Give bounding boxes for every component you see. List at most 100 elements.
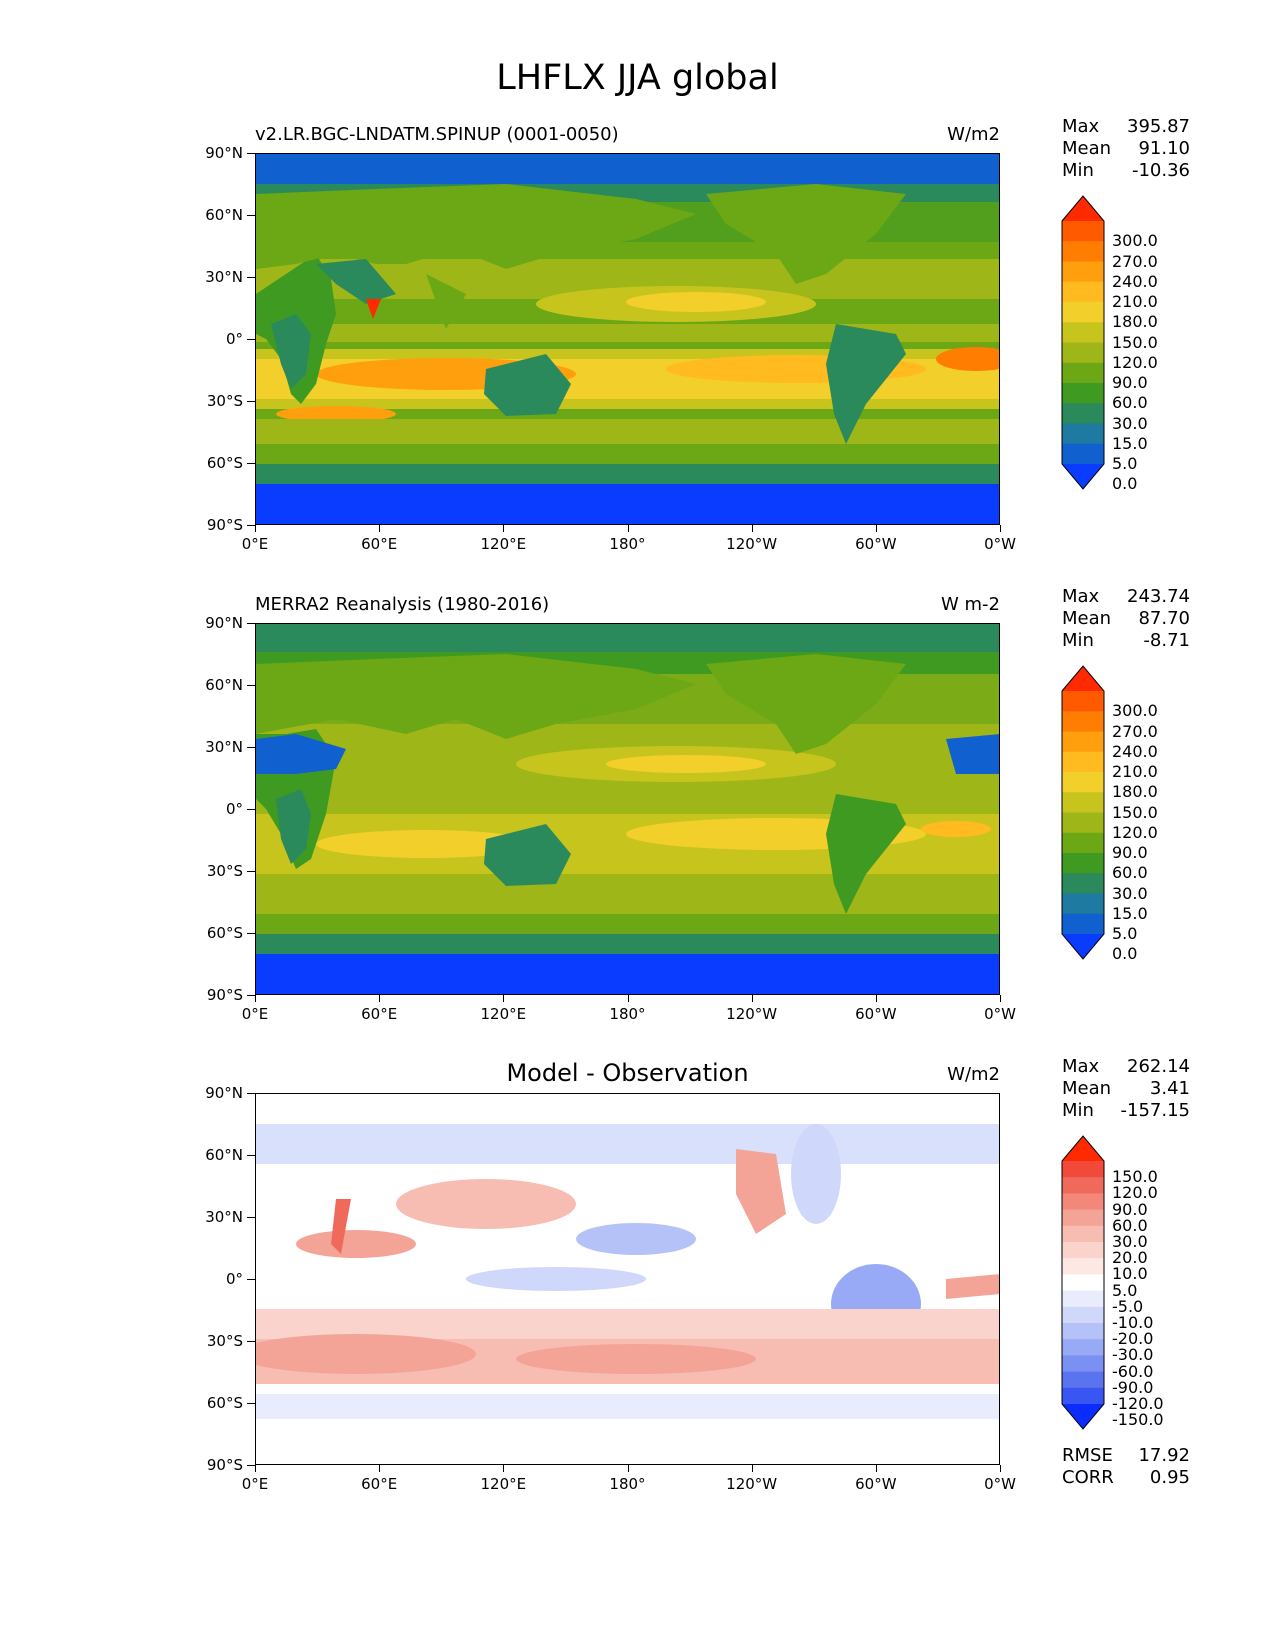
lat-tick-mark xyxy=(247,1403,255,1404)
map-model xyxy=(255,153,1000,525)
stat-value: -8.71 xyxy=(1143,630,1190,651)
colorbar-segment xyxy=(1062,241,1104,262)
lat-tick-mark xyxy=(247,933,255,934)
map-observation xyxy=(255,623,1000,995)
map-field xyxy=(256,1094,999,1464)
colorbar-tick-label: 60.0 xyxy=(1112,1215,1148,1235)
colorbar-tick-label: 0.0 xyxy=(1112,474,1138,494)
lat-tick-label: 30°N xyxy=(205,738,243,756)
lat-tick-mark xyxy=(247,1341,255,1342)
colorbar xyxy=(1061,665,1105,960)
lat-tick-label: 60°N xyxy=(205,676,243,694)
lon-tick-mark xyxy=(255,525,256,532)
colorbar-tick-label: -20.0 xyxy=(1112,1329,1154,1349)
colorbar-tick-label: 300.0 xyxy=(1112,231,1158,251)
panel-units: W/m2 xyxy=(947,1064,1000,1085)
colorbar-tick-label: 270.0 xyxy=(1112,251,1158,271)
lon-tick-mark xyxy=(875,995,877,1002)
colorbar-segment xyxy=(1062,221,1104,242)
colorbar-tick-label: -90.0 xyxy=(1112,1377,1154,1397)
panel-units: W m-2 xyxy=(940,594,1000,615)
colorbar-segment xyxy=(1062,792,1104,813)
lat-tick-label: 60°S xyxy=(206,1394,243,1412)
lon-tick-label: 180° xyxy=(609,1005,646,1023)
lat-tick-label: 60°S xyxy=(206,454,243,472)
stats-block: Max 243.74 Mean 87.70 Min -8.71 xyxy=(1062,586,1190,652)
stat-label: Max xyxy=(1062,1056,1100,1077)
map-difference xyxy=(255,1093,1000,1465)
colorbar-segment xyxy=(1062,1306,1104,1324)
colorbar-segment xyxy=(1062,691,1104,712)
colorbar-tick-label: 210.0 xyxy=(1112,292,1158,311)
colorbar xyxy=(1061,195,1105,490)
colorbar-segment xyxy=(1062,913,1104,935)
colorbar-extend-min xyxy=(1062,934,1104,959)
panel-title: v2.LR.BGC-LNDATM.SPINUP (0001-0050) xyxy=(255,124,619,145)
colorbar-segment xyxy=(1062,1193,1104,1211)
lat-tick-label: 30°N xyxy=(205,268,243,286)
stat-row: Min -10.36 xyxy=(1062,160,1190,182)
lon-tick-label: 0°E xyxy=(241,1475,269,1493)
lon-tick-mark xyxy=(875,525,877,532)
lat-tick-mark xyxy=(247,1217,255,1218)
stat-row: Min -157.15 xyxy=(1062,1100,1190,1122)
colorbar-segment xyxy=(1062,322,1104,343)
lat-tick-mark xyxy=(247,995,255,996)
colorbar-segment xyxy=(1062,1161,1104,1178)
colorbar-segment xyxy=(1062,1225,1104,1243)
colorbar-tick-label: 30.0 xyxy=(1112,883,1148,903)
lon-tick-mark xyxy=(503,525,505,532)
lat-tick-label: 0° xyxy=(225,800,243,818)
lat-tick-mark xyxy=(247,277,255,278)
lat-tick-label: 90°S xyxy=(206,986,243,1004)
stats-block: Max 262.14 Mean 3.41 Min -157.15 xyxy=(1062,1056,1190,1122)
lon-tick-mark xyxy=(751,995,753,1002)
lat-tick-mark xyxy=(247,685,255,686)
lat-tick-mark xyxy=(247,1465,255,1466)
panel-model: v2.LR.BGC-LNDATM.SPINUP (0001-0050) W/m2 xyxy=(0,0,1275,525)
colorbar-segment xyxy=(1062,873,1104,894)
colorbar-segment xyxy=(1062,1339,1104,1356)
colorbar-tick-label: 15.0 xyxy=(1112,903,1148,923)
stat-row: Max 262.14 xyxy=(1062,1056,1190,1078)
colorbar-segment xyxy=(1062,832,1104,854)
lat-tick-mark xyxy=(247,809,255,810)
stat-value: 91.10 xyxy=(1138,138,1190,159)
colorbar-tick-label: 240.0 xyxy=(1112,741,1158,761)
lon-tick-mark xyxy=(379,525,381,532)
colorbar-tick-label: 150.0 xyxy=(1112,332,1158,352)
colorbar xyxy=(1061,1135,1105,1430)
lon-tick-label: 60°E xyxy=(361,1475,398,1493)
colorbar-segment xyxy=(1062,812,1104,834)
colorbar-segment xyxy=(1062,1242,1104,1259)
lat-tick-mark xyxy=(247,1155,255,1156)
colorbar-segment xyxy=(1062,711,1104,732)
colorbar-segment xyxy=(1062,1177,1104,1194)
lat-tick-mark xyxy=(247,871,255,872)
stat-value: -10.36 xyxy=(1131,160,1190,181)
colorbar-tick-label: 210.0 xyxy=(1112,762,1158,781)
lon-tick-label: 0°E xyxy=(241,1005,269,1023)
colorbar-tick-label: 180.0 xyxy=(1112,312,1158,332)
lon-tick-mark xyxy=(255,995,256,1002)
colorbar-extend-max xyxy=(1062,666,1104,691)
colorbar-extend-min xyxy=(1062,1404,1104,1429)
colorbar-segment xyxy=(1062,1209,1104,1227)
lat-tick-label: 60°N xyxy=(205,206,243,224)
stat-value: 243.74 xyxy=(1127,586,1190,607)
lon-tick-mark xyxy=(503,995,505,1002)
map-field xyxy=(256,154,999,524)
lat-tick-label: 30°N xyxy=(205,1208,243,1226)
colorbar-tick-label: 10.0 xyxy=(1112,1264,1148,1284)
colorbar-segment xyxy=(1062,772,1104,793)
stats-block: Max 395.87 Mean 91.10 Min -10.36 xyxy=(1062,116,1190,182)
colorbar-outline xyxy=(1061,665,1105,960)
colorbar-segment xyxy=(1062,1258,1104,1275)
stat-label: Mean xyxy=(1062,608,1112,629)
lon-tick-label: 60°W xyxy=(855,535,897,553)
lon-tick-mark xyxy=(1000,525,1001,532)
summary-row: RMSE 17.92 xyxy=(1062,1445,1190,1467)
colorbar-extend-min xyxy=(1062,464,1104,489)
colorbar-tick-label: -30.0 xyxy=(1112,1345,1154,1365)
lon-tick-label: 0°W xyxy=(984,1005,1016,1023)
